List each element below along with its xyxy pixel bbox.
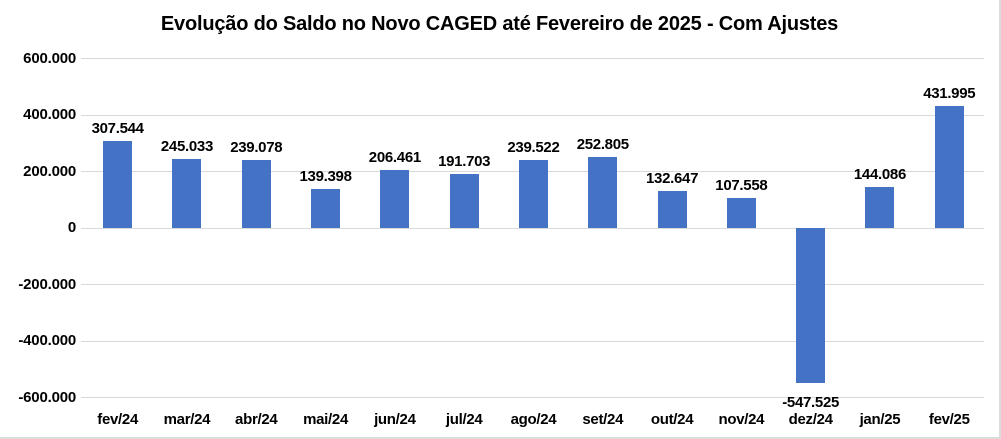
bar-value-label: 144.086 [853,166,906,184]
gridline [81,397,984,398]
bar-value-label: 307.544 [91,120,144,138]
x-axis-label: out/24 [650,411,694,428]
bar-value-label: 191.703 [438,152,491,170]
chart-bar-mar-24 [172,158,202,228]
bar-value-label: 107.558 [715,176,768,194]
bar-value-label: 431.995 [923,84,976,102]
chart-bar-fev-24 [103,141,133,228]
chart-bar-ago-24 [518,160,548,228]
gridline [81,227,984,229]
x-axis-label: nov/24 [718,411,765,428]
bar-value-label: 206.461 [368,148,421,166]
chart-bar-nov-24 [726,197,756,228]
x-axis-label: jul/24 [445,411,483,428]
x-axis-label: fev/25 [928,411,970,428]
chart-bar-fev-25 [934,105,964,228]
y-axis-tick-label: -600.000 [18,388,76,406]
chart-bar-dez-24 [796,228,826,383]
gridline [81,284,984,285]
x-axis-label: jun/24 [374,411,416,428]
x-axis-label: abr/24 [235,411,278,428]
x-axis-label: dez/24 [788,411,833,428]
bar-value-label: 239.078 [230,139,283,157]
x-axis-label: mar/24 [163,411,211,428]
bar-value-label: -547.525 [782,393,840,411]
chart-bar-out-24 [657,190,687,228]
y-axis-tick-label: -400.000 [18,332,76,349]
gridline [81,340,984,342]
bar-value-label: 132.647 [645,169,699,187]
chart-bar-jan-25 [865,187,895,228]
bar-value-label: 239.522 [507,139,560,157]
chart-bar-set-24 [588,156,618,228]
y-axis-tick-label: -200.000 [18,275,76,293]
x-axis-label: mai/24 [303,411,348,428]
x-axis-label: ago/24 [510,411,557,428]
x-axis-label: fev/24 [97,411,138,428]
chart-bar-abr-24 [241,160,271,228]
chart-title: Evolução do Saldo no Novo CAGED até Feve… [160,13,839,35]
gridline [81,58,984,59]
y-axis-tick-label: 600.000 [23,49,76,67]
y-axis-tick-label: 400.000 [23,106,76,123]
x-axis-label: jan/25 [859,411,901,428]
chart-bar-mai-24 [311,188,341,228]
chart-bar-jul-24 [449,173,479,228]
gridline [81,114,984,116]
y-axis-tick-label: 200.000 [23,162,76,180]
bar-value-label: 245.033 [160,137,213,155]
chart-bar-jun-24 [380,169,410,228]
bar-value-label: 139.398 [299,167,352,185]
bar-value-label: 252.805 [576,135,629,153]
y-axis-tick-label: 0 [67,219,76,236]
x-axis-label: set/24 [582,411,624,428]
